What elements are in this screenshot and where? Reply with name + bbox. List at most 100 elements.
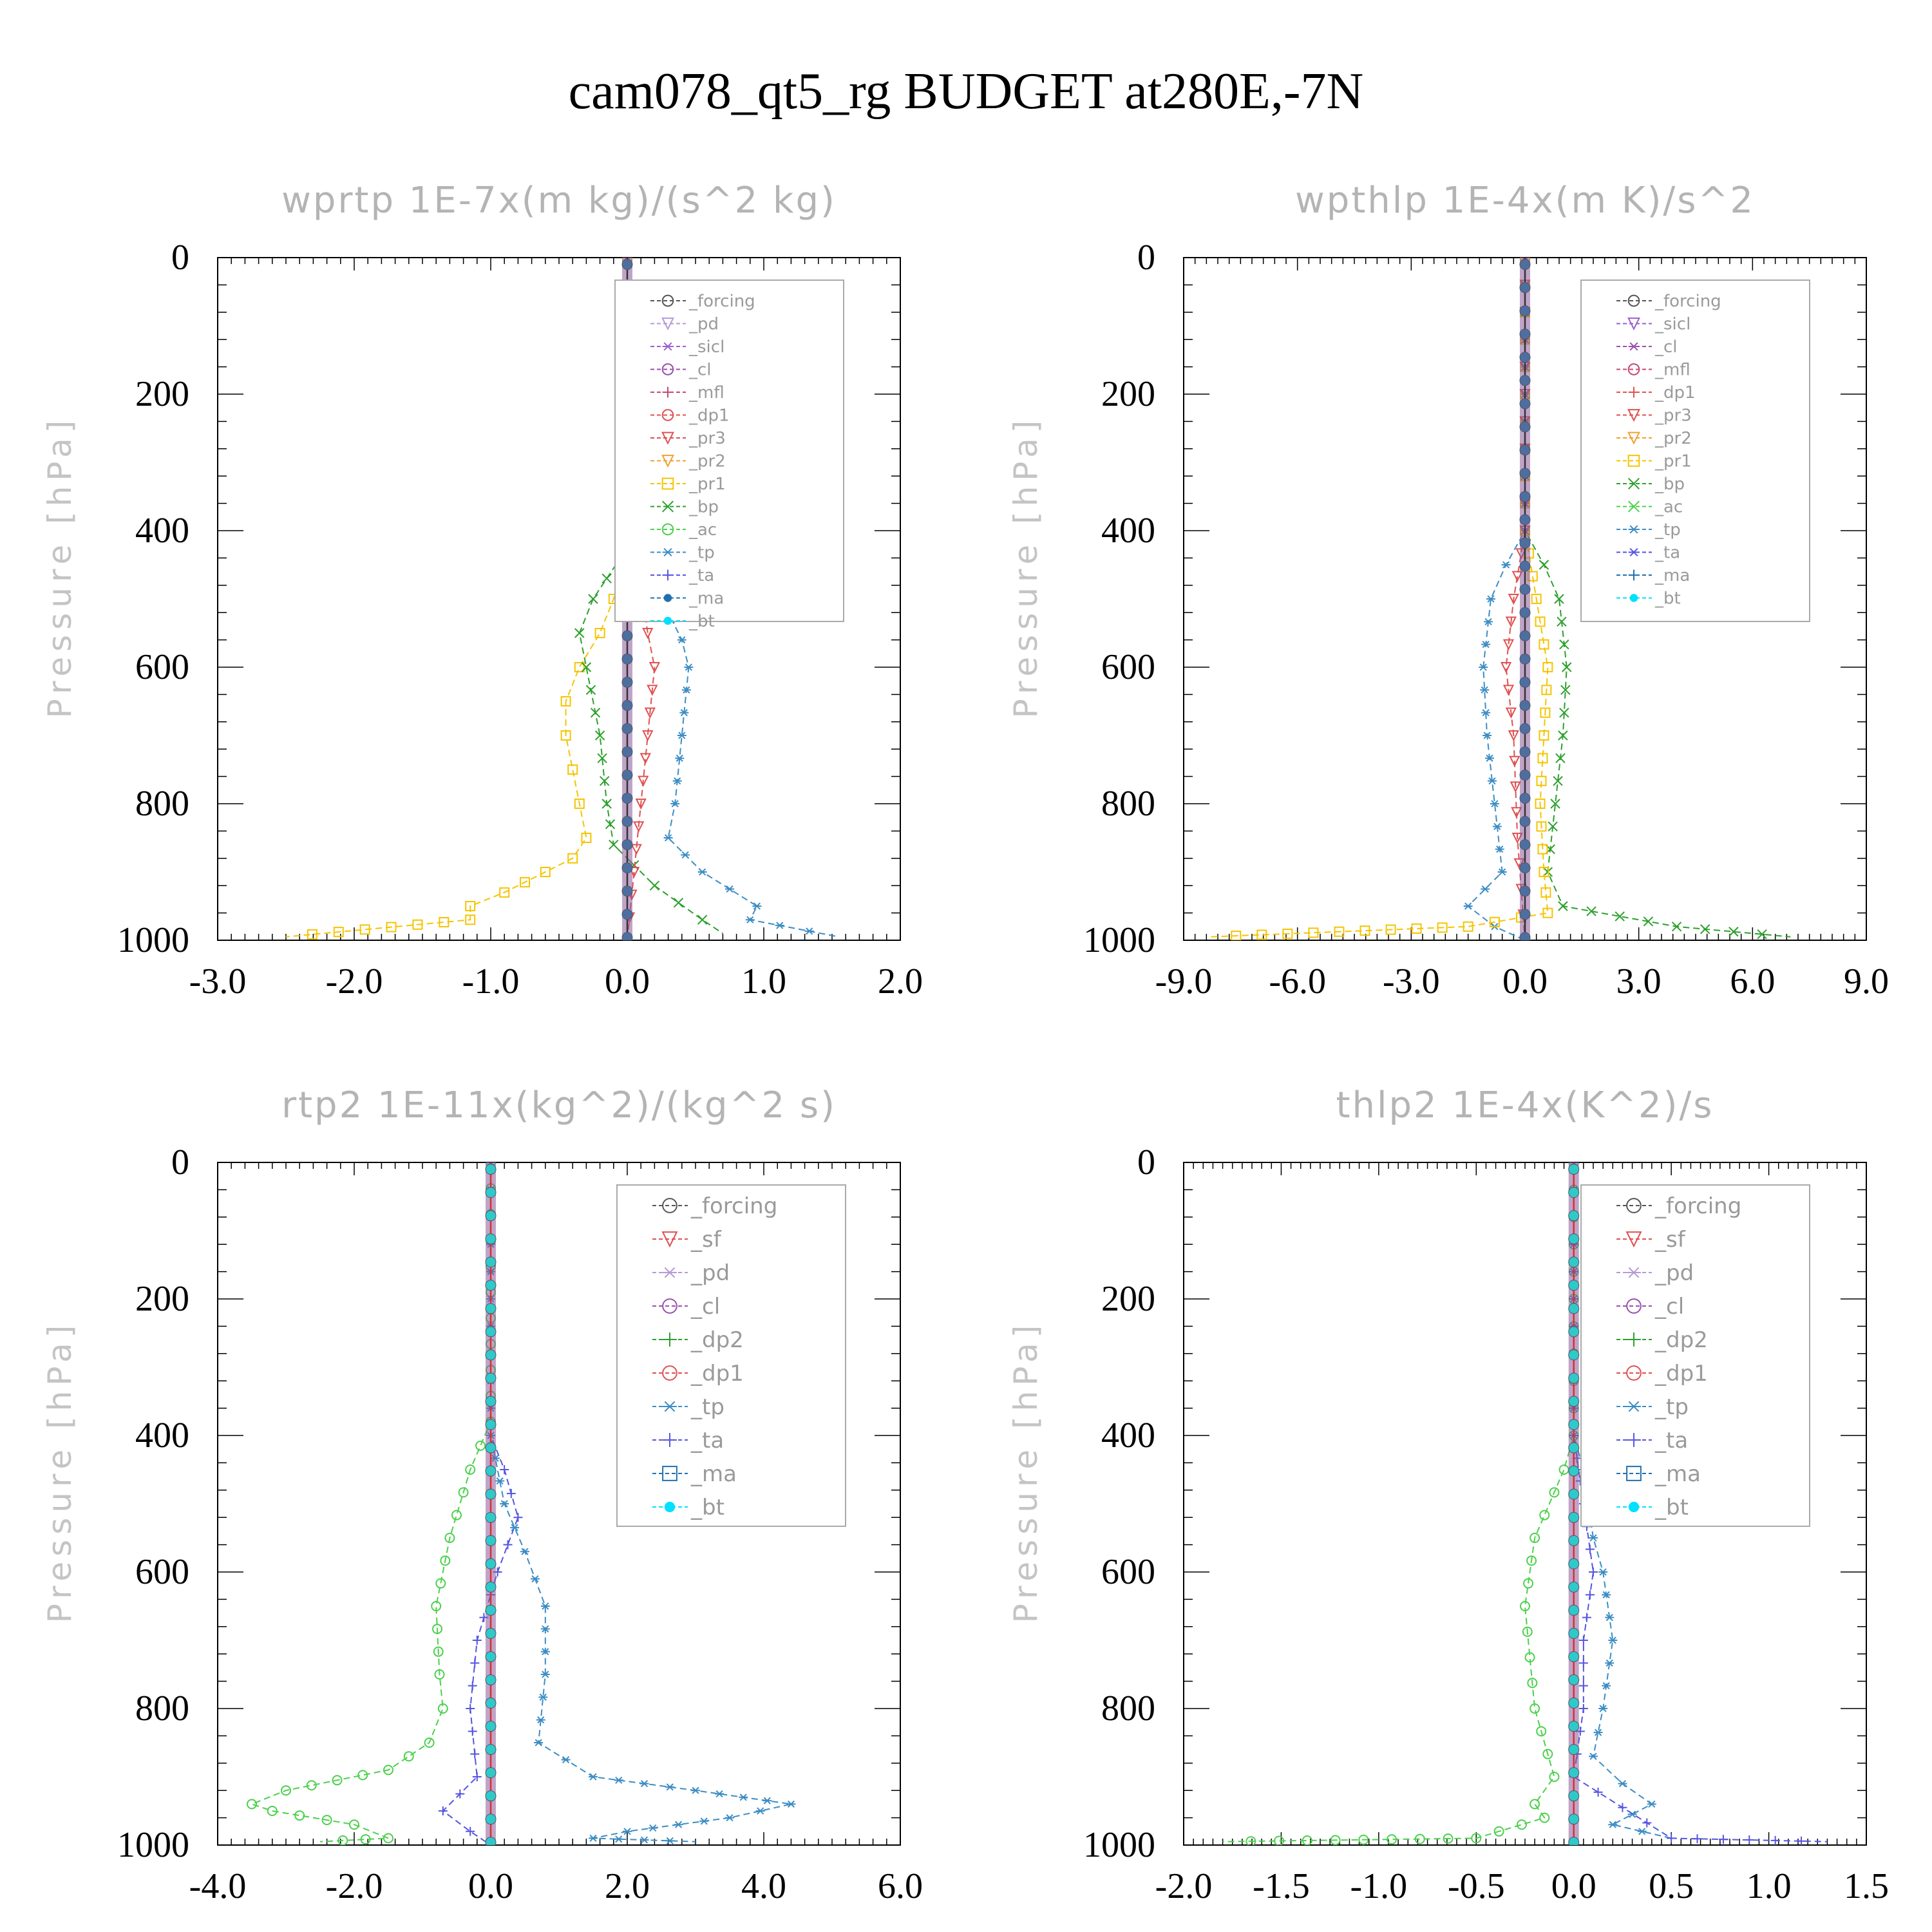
data-point bbox=[1493, 1826, 1504, 1837]
series-line-dp1 bbox=[1222, 1162, 1575, 1842]
data-point bbox=[281, 1785, 291, 1796]
data-point bbox=[644, 707, 656, 719]
data-point bbox=[1359, 925, 1370, 936]
x-tick-label: -4.0 bbox=[189, 1866, 247, 1906]
data-point bbox=[247, 1799, 257, 1810]
bt-point bbox=[1519, 375, 1531, 386]
bt-point bbox=[1568, 1442, 1580, 1454]
bt-point bbox=[485, 1790, 497, 1802]
y-tick-label: 600 bbox=[135, 647, 189, 687]
legend-marker bbox=[661, 431, 674, 445]
data-point bbox=[1555, 753, 1566, 764]
panel-title: wprtp 1E-7x(m kg)/(s^2 kg) bbox=[281, 180, 837, 222]
data-point bbox=[1510, 781, 1521, 793]
legend-marker bbox=[661, 317, 674, 331]
bt-point bbox=[1568, 1164, 1580, 1175]
legend-marker bbox=[1627, 294, 1640, 307]
data-point bbox=[540, 1625, 550, 1633]
bt-point bbox=[485, 1627, 497, 1639]
bt-point bbox=[1519, 444, 1531, 456]
data-point bbox=[1589, 1567, 1598, 1577]
bt-point bbox=[621, 839, 633, 851]
data-point bbox=[499, 887, 510, 898]
data-point bbox=[1526, 1555, 1537, 1566]
legend-entry: _ta bbox=[688, 566, 714, 585]
data-point bbox=[1578, 1681, 1588, 1690]
x-tick-label: 6.0 bbox=[1730, 961, 1775, 1001]
legend-entry: _tp bbox=[688, 544, 715, 563]
data-point bbox=[594, 628, 605, 638]
data-point bbox=[1509, 755, 1520, 767]
data-point bbox=[1495, 846, 1504, 853]
legend-entry: _ta bbox=[1654, 1428, 1688, 1454]
data-point bbox=[755, 1807, 765, 1815]
data-point bbox=[383, 1833, 393, 1844]
data-point bbox=[639, 1836, 649, 1844]
legend-marker bbox=[1626, 1365, 1642, 1381]
bt-point bbox=[485, 1349, 497, 1361]
bt-point bbox=[485, 1303, 497, 1314]
data-point bbox=[1536, 821, 1547, 832]
data-point bbox=[1608, 1821, 1618, 1828]
legend-entry: _pr1 bbox=[688, 475, 726, 494]
legend-entry: _sicl bbox=[1654, 315, 1690, 334]
data-point bbox=[337, 1835, 348, 1845]
data-point bbox=[1667, 1833, 1676, 1843]
data-point bbox=[560, 696, 571, 706]
data-point bbox=[294, 1810, 305, 1821]
bt-point bbox=[1519, 398, 1531, 410]
data-point bbox=[675, 754, 685, 762]
data-point bbox=[560, 730, 571, 741]
data-point bbox=[1492, 822, 1502, 830]
data-point bbox=[530, 1575, 540, 1583]
data-point bbox=[762, 1797, 772, 1804]
bt-point bbox=[485, 1651, 497, 1662]
legend-entry: _dp1 bbox=[690, 1361, 744, 1387]
data-point bbox=[1530, 1703, 1540, 1714]
data-point bbox=[1745, 1835, 1754, 1845]
data-point bbox=[597, 753, 607, 764]
bt-point bbox=[1519, 676, 1531, 688]
data-point bbox=[804, 927, 814, 935]
y-tick-label: 0 bbox=[1137, 1142, 1155, 1182]
data-point bbox=[1540, 887, 1551, 898]
data-point bbox=[1443, 1833, 1454, 1844]
data-point bbox=[681, 686, 691, 694]
y-tick-label: 400 bbox=[135, 1416, 189, 1455]
data-point bbox=[1585, 1590, 1595, 1600]
x-tick-label: -1.0 bbox=[462, 961, 520, 1001]
legend-marker bbox=[1625, 1231, 1642, 1248]
bt-point bbox=[1519, 607, 1531, 618]
data-point bbox=[1231, 931, 1242, 940]
bt-point bbox=[1519, 816, 1531, 828]
data-point bbox=[468, 1681, 477, 1690]
legend-marker bbox=[663, 616, 672, 625]
data-point bbox=[470, 1749, 480, 1759]
data-point bbox=[691, 1786, 700, 1794]
data-point bbox=[601, 573, 612, 583]
bt-point bbox=[485, 1256, 497, 1268]
data-point bbox=[574, 662, 585, 672]
y-tick-label: 200 bbox=[135, 374, 189, 414]
y-tick-label: 1000 bbox=[1083, 920, 1155, 960]
legend-marker bbox=[661, 523, 674, 536]
y-axis-label: Pressure [hPa] bbox=[1007, 415, 1045, 719]
data-point bbox=[1539, 1510, 1550, 1520]
series-line-bp bbox=[578, 258, 723, 934]
legend-entry: _forcing bbox=[1654, 1193, 1741, 1219]
data-point bbox=[1542, 907, 1553, 918]
x-tick-label: -2.0 bbox=[1155, 1866, 1213, 1906]
data-point bbox=[424, 1738, 435, 1748]
bt-point bbox=[1568, 1767, 1580, 1779]
x-tick-label: 1.5 bbox=[1844, 1866, 1889, 1906]
legend-marker bbox=[1627, 363, 1640, 375]
data-point bbox=[1414, 1833, 1425, 1844]
data-point bbox=[599, 775, 610, 786]
data-point bbox=[1618, 1803, 1627, 1812]
data-point bbox=[581, 833, 592, 843]
data-point bbox=[648, 1824, 658, 1832]
data-point bbox=[699, 1817, 709, 1825]
data-point bbox=[672, 777, 682, 785]
legend-entry: _pr2 bbox=[688, 452, 726, 471]
data-point bbox=[510, 1524, 520, 1531]
